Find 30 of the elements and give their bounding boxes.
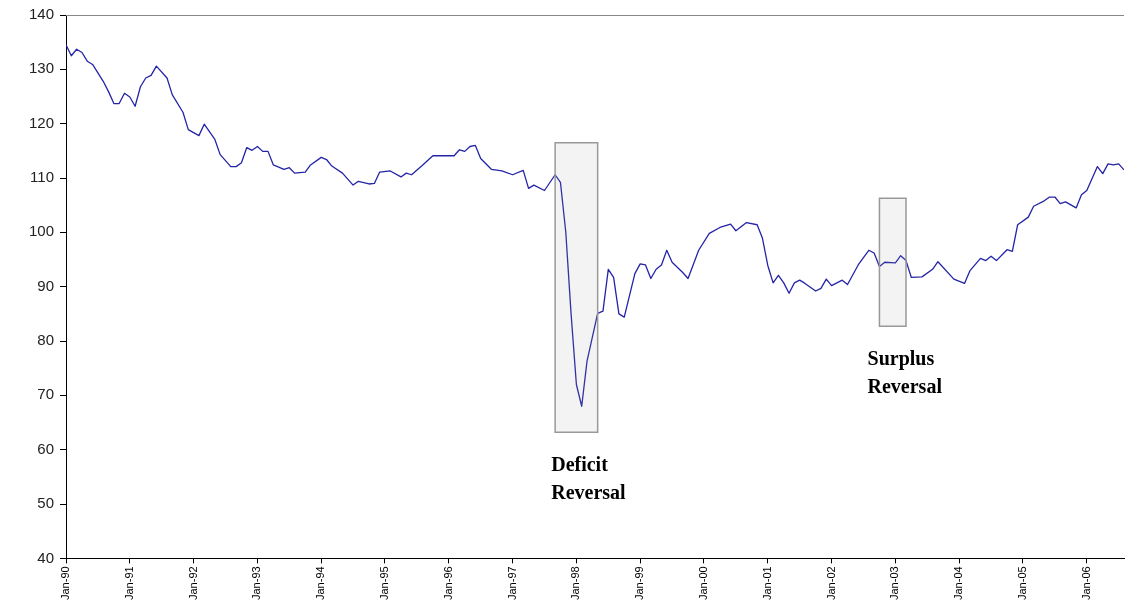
- y-tick-label: 100: [28, 222, 54, 240]
- x-tick-label: Jan-04: [952, 566, 965, 601]
- x-tick-label: Jan-91: [122, 566, 135, 601]
- x-tick-label: Jan-96: [441, 566, 454, 601]
- x-tick-label: Jan-98: [569, 566, 582, 601]
- band-label: Surplus Reversal: [867, 347, 943, 398]
- y-tick-label: 120: [28, 113, 54, 131]
- y-tick-label: 110: [30, 168, 54, 186]
- x-tick-label: Jan-05: [1016, 566, 1029, 601]
- x-tick-label: Jan-01: [760, 566, 773, 601]
- band-label: Deficit Reversal: [551, 453, 627, 504]
- x-tick-label: Jan-06: [1079, 566, 1092, 601]
- y-tick-label: 140: [28, 5, 54, 23]
- x-tick-label: Jan-94: [314, 566, 327, 601]
- y-tick-label: 40: [37, 548, 54, 566]
- y-tick-label: 130: [28, 59, 54, 77]
- x-tick-label: Jan-97: [505, 566, 518, 601]
- y-tick-label: 90: [37, 276, 54, 294]
- x-tick-label: Jan-93: [250, 566, 263, 601]
- x-tick-label: Jan-03: [888, 566, 901, 601]
- y-tick-label: 60: [37, 439, 54, 457]
- x-tick-label: Jan-95: [378, 566, 391, 601]
- y-tick-label: 80: [37, 331, 54, 349]
- x-tick-label: Jan-00: [697, 566, 710, 601]
- y-tick-label: 70: [37, 385, 54, 403]
- y-tick-label: 50: [37, 494, 54, 512]
- x-tick-label: Jan-02: [824, 566, 837, 601]
- x-tick-label: Jan-92: [186, 566, 199, 601]
- x-tick-label: Jan-99: [633, 566, 646, 601]
- x-tick-label: Jan-90: [59, 566, 72, 601]
